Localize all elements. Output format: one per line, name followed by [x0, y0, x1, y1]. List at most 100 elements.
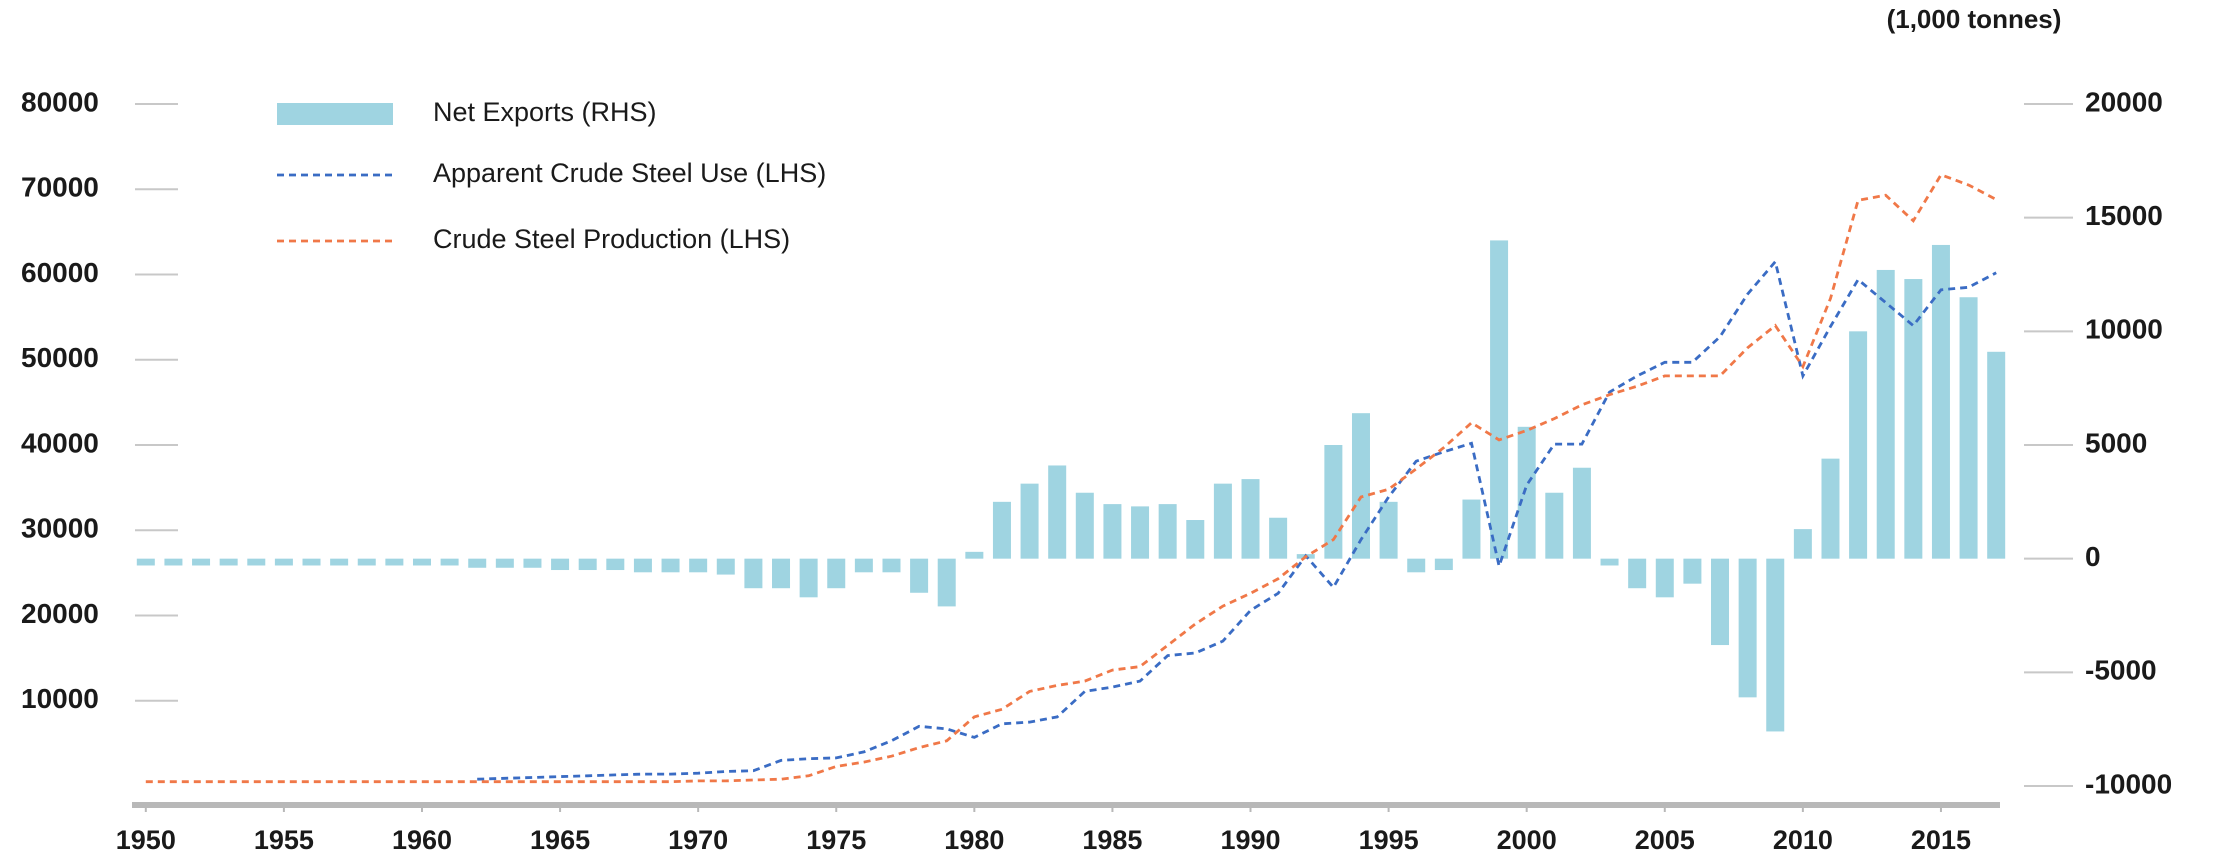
bar [1517, 426, 1536, 559]
bar [1821, 458, 1840, 559]
bar [1269, 517, 1288, 559]
x-tick-label: 1980 [944, 825, 1004, 855]
bar [412, 558, 431, 566]
bar [164, 558, 183, 566]
line [477, 258, 1997, 781]
bar [1075, 492, 1094, 559]
legend-swatch [277, 103, 393, 125]
bar [633, 558, 652, 573]
bar [1793, 529, 1812, 559]
y2-tick-label: -10000 [2085, 768, 2172, 799]
x-tick-label: 1965 [530, 825, 590, 855]
bar [440, 558, 459, 566]
bar [1103, 504, 1122, 559]
x-tick-label: 2015 [1911, 825, 1971, 855]
y2-tick-label: 20000 [2085, 86, 2163, 117]
bar [1407, 558, 1426, 573]
bar [468, 558, 487, 568]
legend-label: Net Exports (RHS) [433, 97, 657, 127]
x-tick-label: 1955 [254, 825, 314, 855]
bar [578, 558, 597, 571]
x-tick-label: 1985 [1082, 825, 1142, 855]
bar [1738, 558, 1757, 698]
bar [689, 558, 708, 573]
bar [385, 558, 404, 566]
bar [1379, 501, 1398, 559]
bar [247, 558, 266, 566]
y-tick-label: 20000 [21, 598, 99, 629]
bar [937, 558, 956, 607]
bar [1904, 279, 1923, 559]
bar [274, 558, 293, 566]
legend-label: Crude Steel Production (LHS) [433, 224, 790, 254]
bar [1158, 504, 1177, 559]
bar [1131, 506, 1150, 559]
bar [1213, 483, 1232, 559]
bar [910, 558, 929, 593]
bar [1931, 244, 1950, 559]
bar [1628, 558, 1647, 589]
bar [1959, 297, 1978, 559]
bar [551, 558, 570, 571]
x-tick-label: 1950 [116, 825, 176, 855]
bar [606, 558, 625, 571]
bar [1020, 483, 1039, 559]
bar [882, 558, 901, 573]
x-tick-label: 1975 [806, 825, 866, 855]
bar [1600, 558, 1619, 566]
bar [1683, 558, 1702, 584]
y-tick-label: 50000 [21, 342, 99, 373]
bar [799, 558, 818, 598]
y-tick-label: 30000 [21, 513, 99, 544]
bar [495, 558, 514, 568]
bar [1655, 558, 1674, 598]
x-tick-label: 1990 [1220, 825, 1280, 855]
y-tick-label: 40000 [21, 427, 99, 458]
bar [992, 501, 1011, 559]
bar [136, 558, 155, 566]
bar [965, 551, 984, 559]
y-tick-label: 10000 [21, 683, 99, 714]
bar [330, 558, 349, 566]
bar [1849, 331, 1868, 559]
bar [661, 558, 680, 573]
y-tick-label: 60000 [21, 257, 99, 288]
bar [716, 558, 735, 575]
bar [219, 558, 238, 566]
x-tick-label: 2010 [1773, 825, 1833, 855]
bar [854, 558, 873, 573]
bar [1048, 465, 1067, 559]
bar [827, 558, 846, 589]
bar [1572, 467, 1591, 559]
bar [1490, 240, 1509, 559]
bar [1987, 351, 2006, 559]
bar [1241, 479, 1260, 559]
x-tick-label: 1970 [668, 825, 728, 855]
line [145, 173, 1997, 784]
x-tick-label: 1960 [392, 825, 452, 855]
bar [357, 558, 376, 566]
bar [523, 558, 542, 568]
x-tick-label: 2005 [1635, 825, 1695, 855]
y2-tick-label: 0 [2085, 541, 2101, 572]
y2-tick-label: -5000 [2085, 655, 2157, 686]
legend-label: Apparent Crude Steel Use (LHS) [433, 158, 826, 188]
bar [772, 558, 791, 589]
bar [192, 558, 211, 566]
y-tick-label: 80000 [21, 86, 99, 117]
bar [1766, 558, 1785, 732]
y2-tick-label: 10000 [2085, 314, 2163, 345]
bar [302, 558, 321, 566]
bar [1711, 558, 1730, 646]
bar [1876, 269, 1895, 559]
x-tick-label: 1995 [1359, 825, 1419, 855]
y-tick-label: 70000 [21, 172, 99, 203]
bar [1434, 558, 1453, 571]
bar [744, 558, 763, 589]
y2-axis-unit: (1,000 tonnes) [1887, 4, 2062, 34]
bar [1324, 445, 1343, 559]
bar [1462, 499, 1481, 559]
y2-tick-label: 5000 [2085, 427, 2147, 458]
y2-tick-label: 15000 [2085, 200, 2163, 231]
